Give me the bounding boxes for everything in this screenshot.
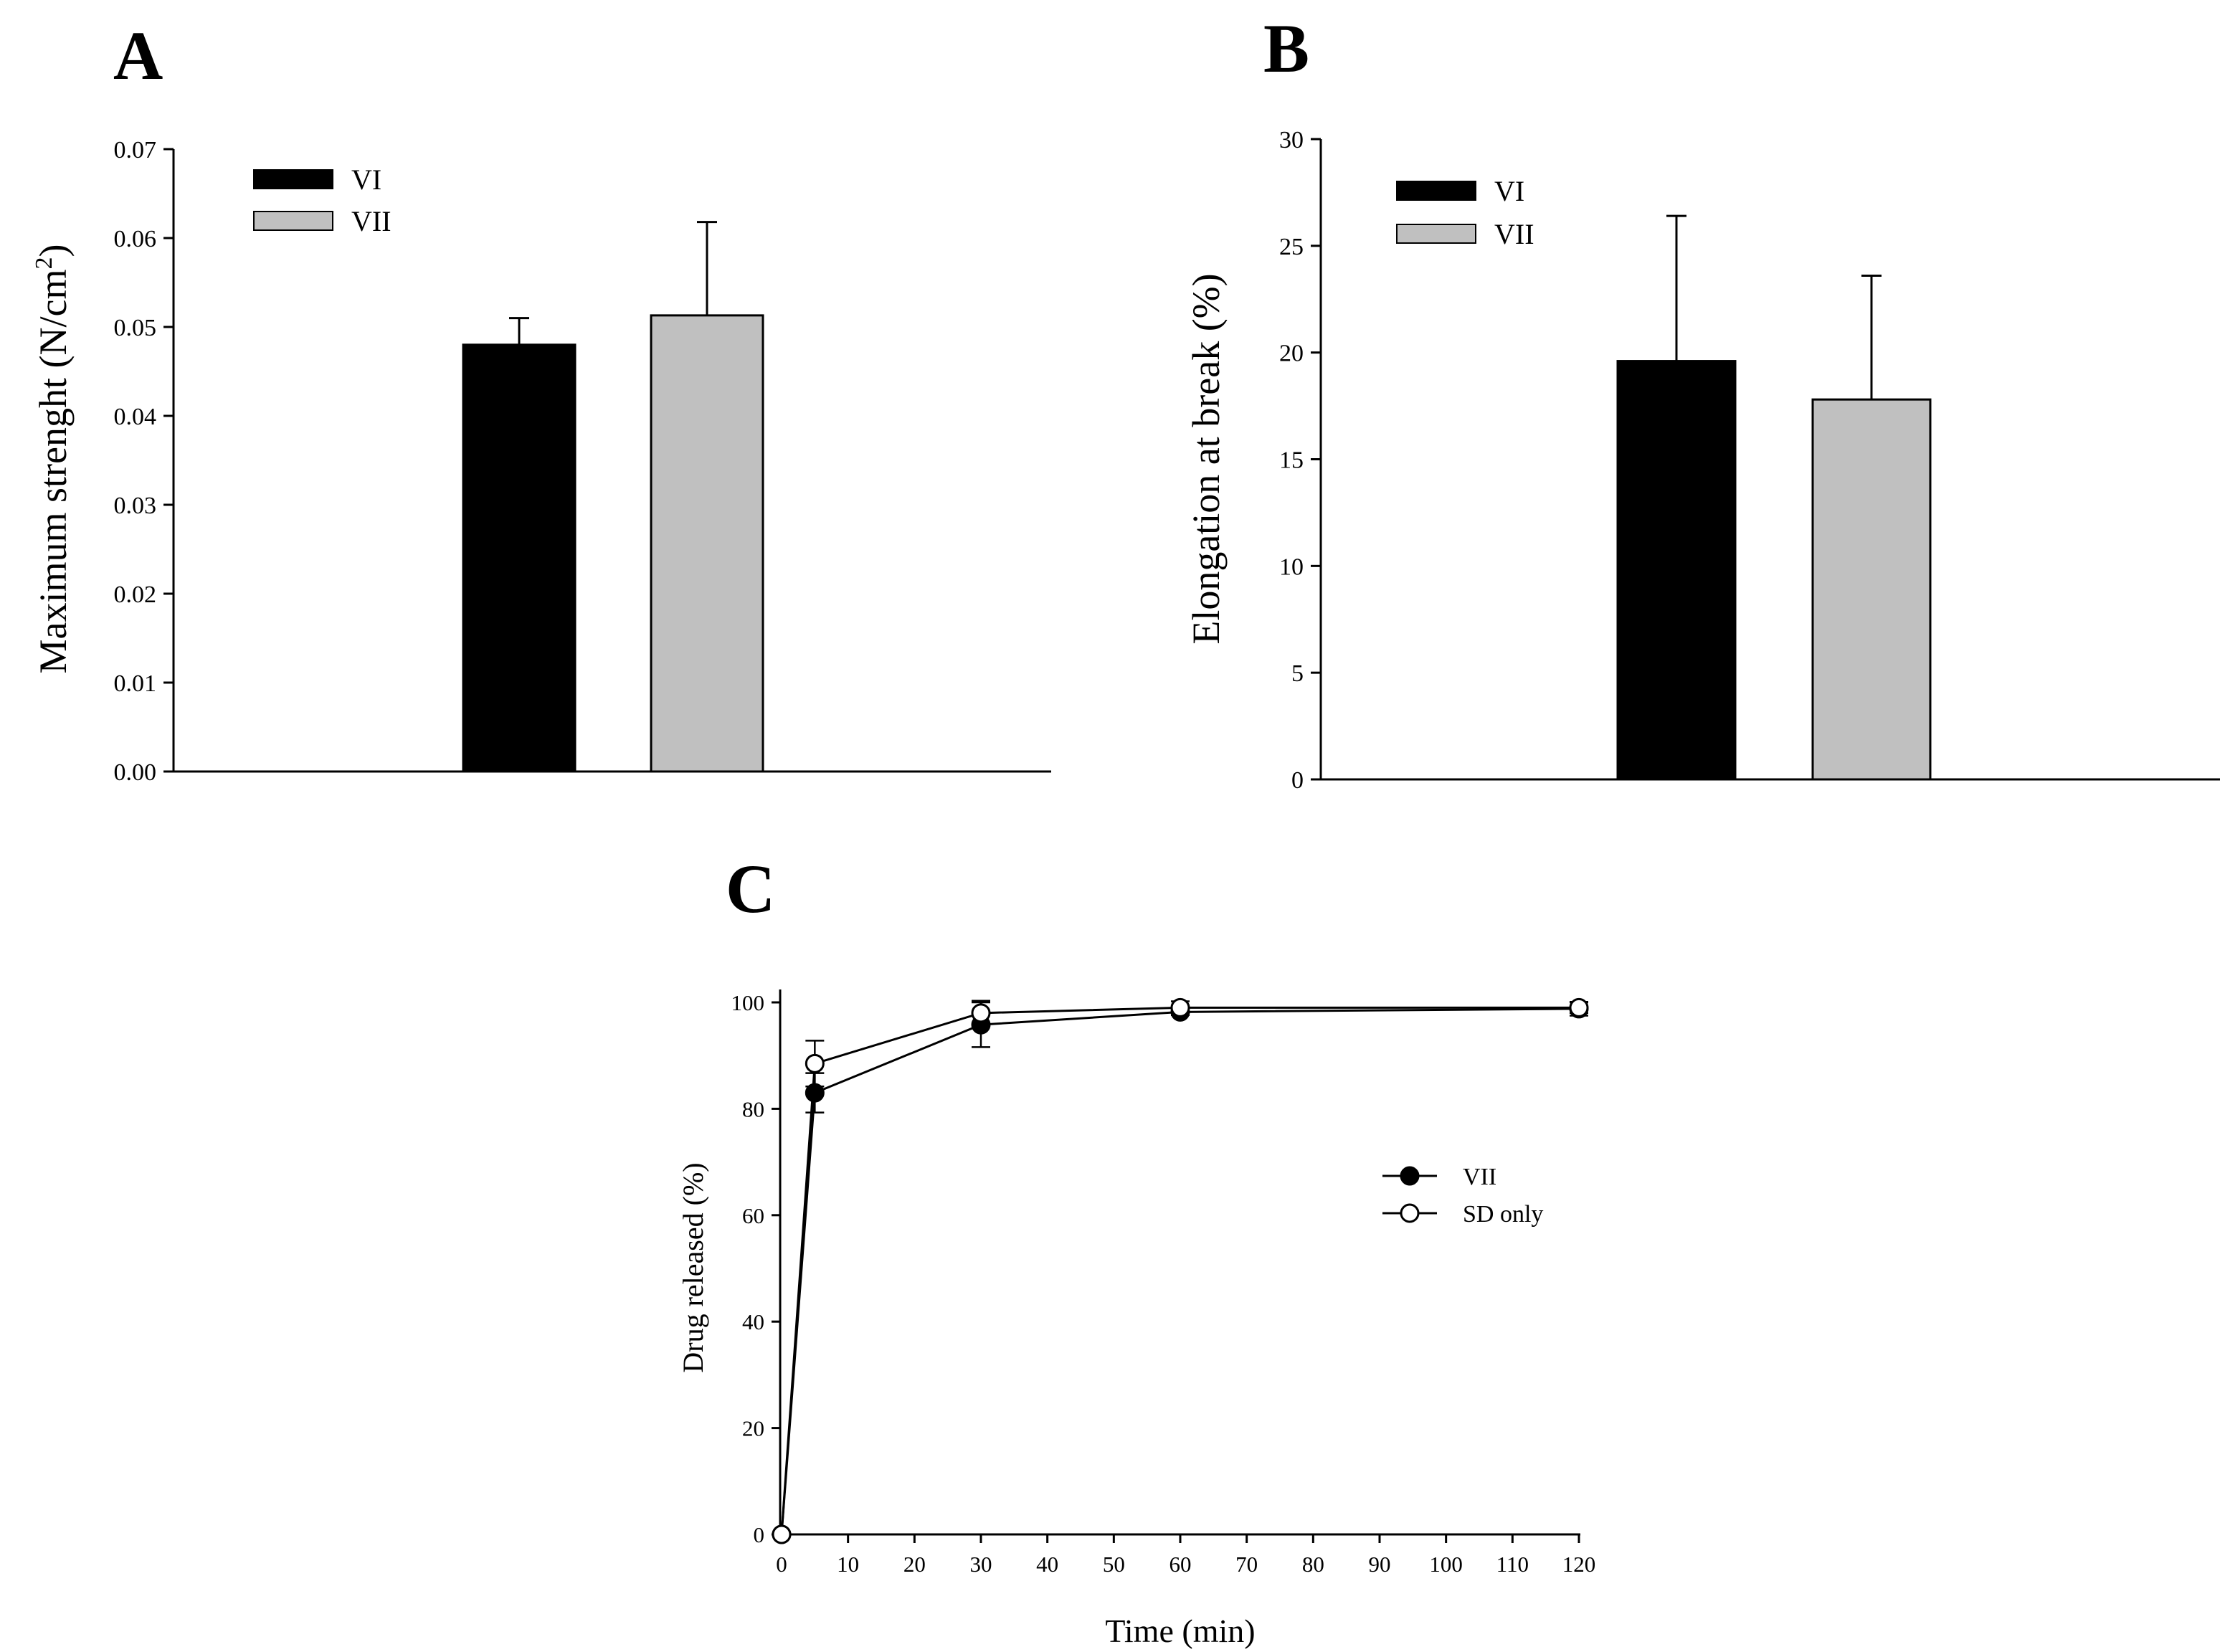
y-tick-label-c: 80 — [742, 1096, 764, 1121]
y-tick-label-c: 20 — [742, 1416, 764, 1441]
legend-label-b: VI — [1494, 175, 1524, 207]
legend-swatch-b-vii — [1396, 224, 1476, 244]
y-axis-label-a-close: ) — [32, 245, 75, 257]
legend-swatch-a-vi — [253, 169, 333, 189]
panel-b: B Elongation at break (%) 0 5 10 15 20 25 30 VI… — [1185, 10, 2220, 794]
bar-a-vi — [462, 343, 577, 773]
panel-c: C Drug released (%) Time (min) 0 20 40 60 80… — [677, 850, 1595, 1649]
x-tick-label-c: 20 — [903, 1552, 926, 1577]
x-tick-label-c: 40 — [1036, 1552, 1058, 1577]
y-tick-label-a: 0.01 — [114, 670, 157, 697]
y-axis-label-a: Maximum strenght (N/cm2) — [31, 245, 75, 674]
data-point-c-sd-only — [1569, 997, 1589, 1017]
legend-swatch-a-vii — [253, 211, 333, 231]
x-axis-label-c: Time (min) — [1105, 1613, 1255, 1649]
data-point-c-sd-only — [805, 1053, 825, 1073]
y-tick-label-a: 0.07 — [114, 137, 157, 163]
legend-swatch-b-vi — [1396, 181, 1476, 201]
legend-marker-c — [1400, 1203, 1420, 1223]
x-tick-label-c: 60 — [1169, 1552, 1192, 1577]
y-axis-label-b: Elongation at break (%) — [1185, 273, 1228, 644]
bar-a-vii — [650, 314, 764, 773]
y-axis-label-c: Drug released (%) — [677, 1162, 709, 1372]
series-line-c-sd-only — [780, 1006, 1579, 1535]
y-tick-label-c: 100 — [731, 990, 765, 1015]
y-tick-label-a: 0.02 — [114, 581, 157, 608]
y-tick-label-a: 0.04 — [114, 404, 157, 430]
data-point-c-vii — [805, 1083, 825, 1103]
legend-label-a: VI — [351, 163, 381, 196]
y-tick-label-a: 0.03 — [114, 493, 157, 519]
x-tick-label-c: 0 — [776, 1552, 787, 1577]
y-tick-label-b: 0 — [1291, 767, 1304, 794]
legend-label-c: SD only — [1463, 1201, 1543, 1228]
y-tick-label-b: 5 — [1291, 660, 1304, 687]
panel-letter-c: C — [726, 850, 775, 927]
y-axis-label-a-main: Maximum strenght (N/cm — [32, 270, 75, 674]
y-tick-label-c: 0 — [754, 1522, 765, 1547]
panel-letter-b: B — [1263, 10, 1309, 87]
x-tick-label-c: 80 — [1302, 1552, 1324, 1577]
y-tick-label-b: 10 — [1279, 554, 1304, 580]
y-tick-label-b: 25 — [1279, 234, 1304, 260]
y-tick-label-c: 40 — [742, 1309, 764, 1334]
y-tick-label-b: 15 — [1279, 447, 1304, 474]
y-tick-label-a: 0.00 — [114, 759, 157, 786]
x-tick-label-c: 70 — [1235, 1552, 1258, 1577]
y-tick-label-c: 60 — [742, 1203, 764, 1228]
x-tick-label-c: 110 — [1496, 1552, 1529, 1577]
panel-letter-a: A — [113, 17, 163, 94]
y-tick-label-b: 20 — [1279, 341, 1304, 367]
x-tick-label-c: 10 — [837, 1552, 859, 1577]
series-line-c-vii — [780, 1007, 1580, 1535]
x-tick-label-c: 50 — [1103, 1552, 1125, 1577]
svg-text:Maximum strenght (N/cm2): Maximum strenght (N/cm2) — [31, 245, 75, 674]
x-tick-label-c: 120 — [1562, 1552, 1596, 1577]
legend-label-c: VII — [1463, 1164, 1496, 1190]
y-axis-label-a-superscript: 2 — [31, 257, 57, 270]
x-tick-label-c: 90 — [1369, 1552, 1391, 1577]
legend-label-b: VII — [1494, 218, 1534, 250]
y-tick-label-b: 30 — [1279, 127, 1304, 153]
legend-marker-c — [1400, 1166, 1420, 1186]
x-tick-label-c: 30 — [970, 1552, 992, 1577]
panel-a: A Maximum strenght (N/cm2) 0.00 0.01 0.02 0… — [31, 17, 1051, 786]
data-point-c-sd-only — [971, 1003, 991, 1023]
bar-b-vi — [1616, 360, 1737, 781]
legend-label-a: VII — [351, 205, 392, 237]
data-point-c-sd-only — [1170, 997, 1190, 1017]
data-point-c-sd-only — [772, 1524, 792, 1544]
bar-b-vii — [1811, 398, 1932, 781]
y-tick-label-a: 0.06 — [114, 226, 157, 252]
x-tick-label-c: 100 — [1429, 1552, 1463, 1577]
y-tick-label-a: 0.05 — [114, 315, 157, 341]
